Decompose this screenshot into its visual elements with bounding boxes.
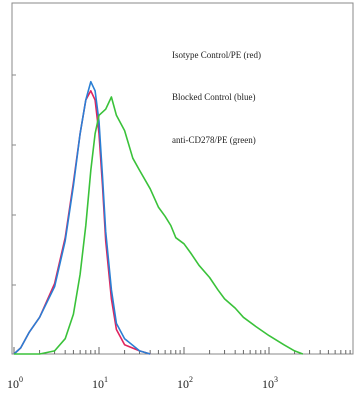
x-axis-ticks <box>13 347 351 354</box>
x-tick-label: 103 <box>262 375 278 391</box>
series-line-2 <box>14 96 304 355</box>
x-tick-label-base: 10 <box>92 377 104 391</box>
x-tick-label-exponent: 0 <box>19 375 23 384</box>
legend: Isotype Control/PE (red) Blocked Control… <box>172 50 261 145</box>
x-tick-label-exponent: 3 <box>274 375 278 384</box>
x-tick-label-exponent: 1 <box>104 375 108 384</box>
y-axis-ticks <box>12 2 16 286</box>
x-tick-label-base: 10 <box>7 377 19 391</box>
x-tick-label-base: 10 <box>177 377 189 391</box>
series-line-0 <box>13 90 151 355</box>
histogram-series <box>13 80 304 355</box>
legend-item-isotype: Isotype Control/PE (red) <box>172 50 261 60</box>
x-tick-label-exponent: 2 <box>189 375 193 384</box>
x-tick-label: 102 <box>177 375 193 391</box>
x-tick-label: 101 <box>92 375 108 391</box>
legend-item-blocked: Blocked Control (blue) <box>172 92 255 102</box>
series-line-1 <box>13 80 151 355</box>
plot-frame <box>11 2 354 355</box>
x-tick-label-base: 10 <box>262 377 274 391</box>
legend-item-anti-cd278: anti-CD278/PE (green) <box>172 135 256 145</box>
x-axis-tick-labels: 100 101 102 103 <box>7 375 278 391</box>
x-tick-label: 100 <box>7 375 23 391</box>
